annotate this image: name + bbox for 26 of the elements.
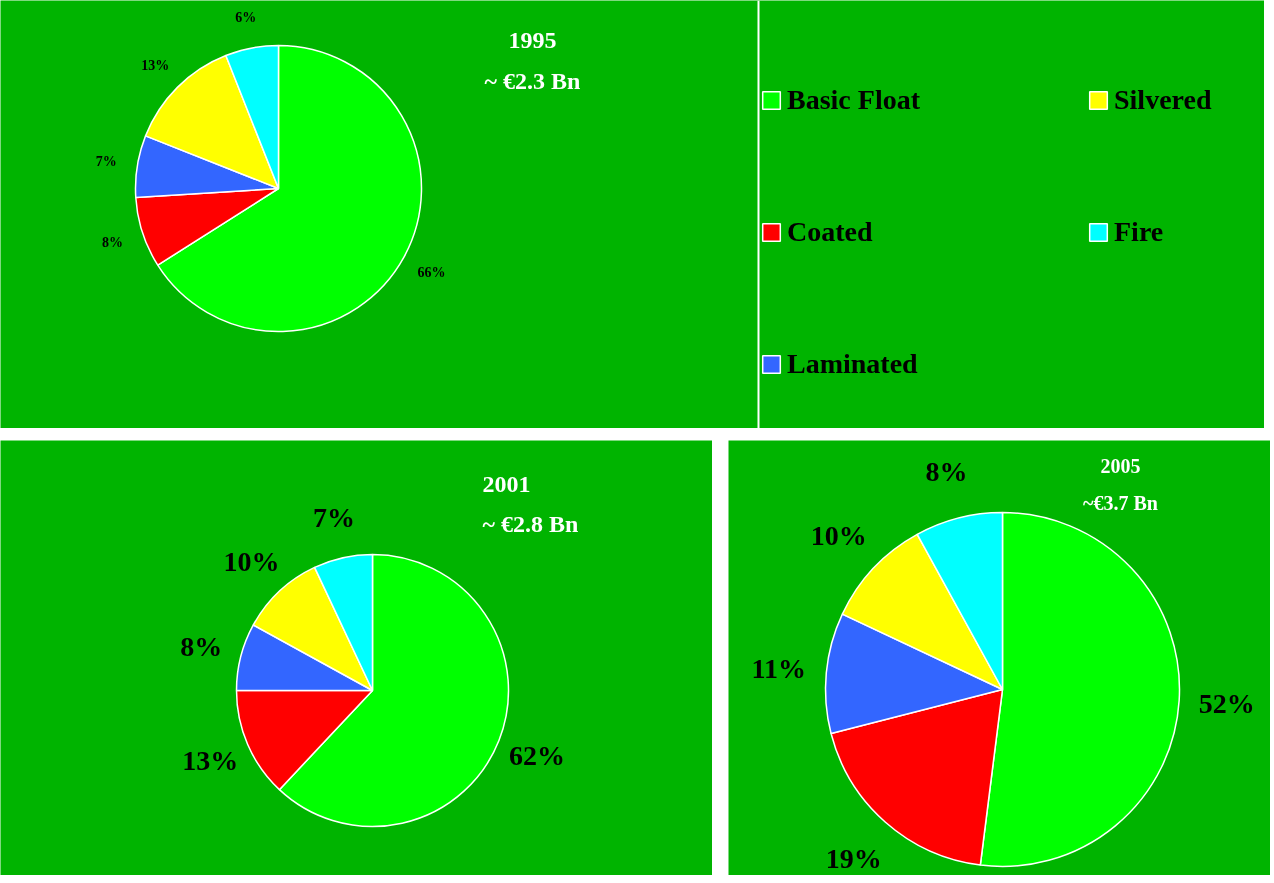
chart-title: 2005 xyxy=(1100,454,1141,477)
data-label: 62% xyxy=(508,740,565,772)
data-label: 19% xyxy=(825,842,882,874)
text: ~€3.7 Bn xyxy=(1083,491,1158,514)
data-label: 13% xyxy=(141,57,170,73)
data-label: 10% xyxy=(223,546,280,578)
legend-label: Basic Float xyxy=(787,84,921,116)
legend-label: Silvered xyxy=(1114,84,1213,116)
data-label: 13% xyxy=(182,745,239,777)
chart-title: 2001 xyxy=(482,471,531,497)
data-label: 6% xyxy=(235,9,257,25)
text: 1995 xyxy=(508,27,557,53)
data-label: 8% xyxy=(102,234,124,250)
legend-label: Coated xyxy=(787,216,874,248)
data-label: 52% xyxy=(1198,688,1255,720)
legend-label: Fire xyxy=(1114,216,1165,248)
legend-label: Laminated xyxy=(787,348,919,380)
data-label: 7% xyxy=(95,153,117,169)
data-label: 66% xyxy=(417,265,446,281)
chart-subtitle: ~ €2.8 Bn xyxy=(482,510,579,537)
data-label: 11% xyxy=(751,652,806,684)
data-label: 8% xyxy=(925,456,968,488)
data-label: 8% xyxy=(180,631,223,663)
text: ~ €2.3 Bn xyxy=(484,67,581,94)
data-label: 7% xyxy=(312,502,355,534)
data-label: 10% xyxy=(810,520,867,552)
